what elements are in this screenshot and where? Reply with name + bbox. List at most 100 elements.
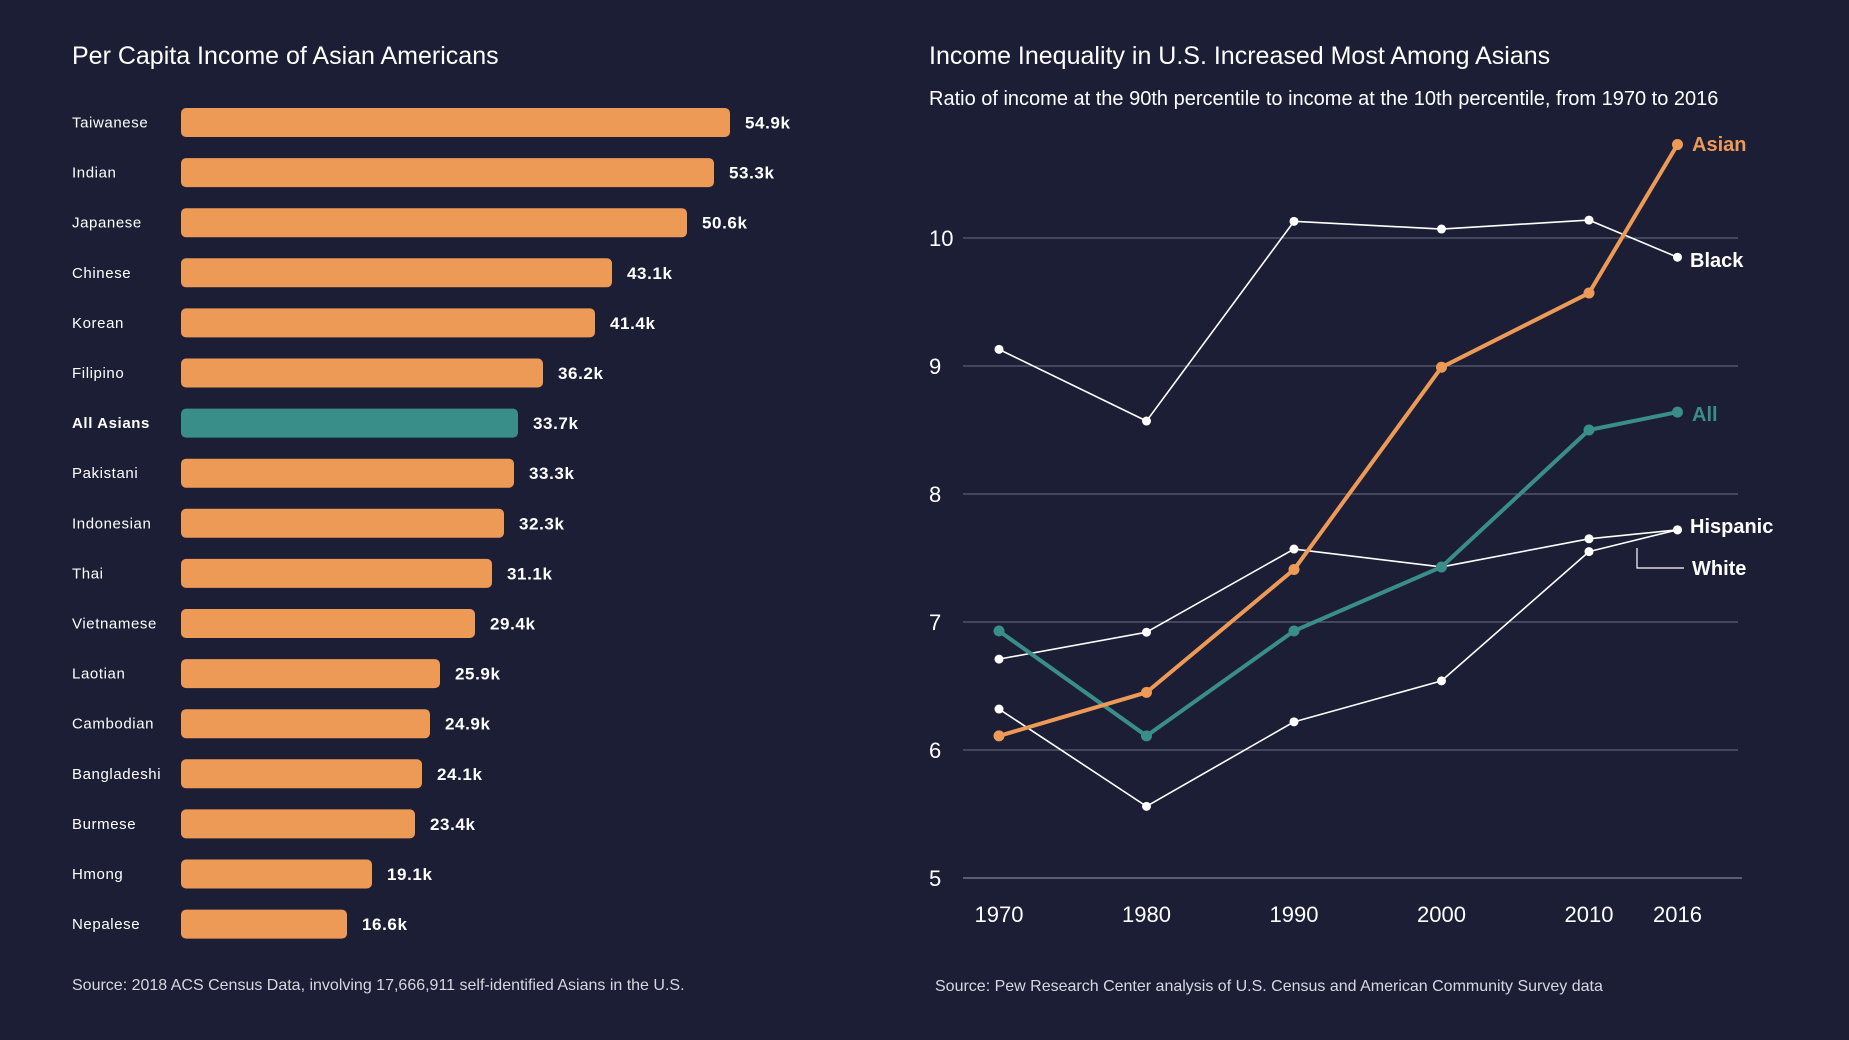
y-tick-label: 7 [929, 610, 941, 635]
bar-category-label: Bangladeshi [72, 766, 161, 783]
bar-value-label: 50.6k [702, 214, 748, 233]
bar-value-label: 36.2k [558, 364, 604, 383]
line-chart-title: Income Inequality in U.S. Increased Most… [929, 42, 1550, 70]
x-axis-ticks: 1970 1980 1990 2000 2010 2016 [975, 902, 1702, 927]
bar [181, 408, 518, 438]
bar [181, 208, 687, 238]
bar-category-label: Filipino [72, 365, 124, 382]
x-tick-label: 2010 [1565, 902, 1614, 927]
y-axis-ticks: 5 6 7 8 9 10 [929, 226, 953, 891]
data-point-hispanic [994, 654, 1004, 664]
bar-chart: Per Capita Income of Asian Americans Tai… [72, 42, 791, 994]
series-label-asian: Asian [1692, 134, 1746, 156]
data-point-black [1673, 252, 1682, 262]
bar-category-label: Chinese [72, 265, 131, 282]
series-label-hispanic: Hispanic [1690, 516, 1773, 538]
gridlines [963, 237, 1742, 879]
data-point-asian [993, 730, 1005, 742]
x-tick-label: 1980 [1122, 902, 1171, 927]
bar-category-label: Hmong [72, 866, 123, 883]
series-label-white: White [1692, 558, 1746, 580]
bar-category-label: Burmese [72, 816, 136, 833]
bar-category-label: Cambodian [72, 716, 154, 733]
bar [181, 859, 372, 889]
data-point-black [1289, 216, 1299, 226]
bar-value-label: 43.1k [627, 264, 673, 283]
bar-category-label: Pakistani [72, 465, 138, 482]
data-point-all [1436, 561, 1447, 573]
bar-value-label: 33.7k [533, 414, 579, 433]
series-line-white [998, 529, 1678, 808]
bar-value-label: 31.1k [507, 564, 553, 583]
data-point-white [1142, 801, 1151, 811]
data-point-hispanic [1584, 534, 1594, 544]
data-point-white [1289, 717, 1299, 727]
x-tick-label: 2000 [1417, 902, 1466, 927]
bar [181, 558, 492, 588]
series-label-all: All [1692, 404, 1718, 426]
bar-category-label: Nepalese [72, 916, 140, 933]
bar-category-label: Laotian [72, 666, 125, 683]
data-point-asian [1672, 139, 1683, 151]
series-line-asian [998, 143, 1680, 738]
bar-value-label: 29.4k [490, 615, 536, 634]
data-point-black [994, 344, 1004, 354]
bar-value-label: 33.3k [529, 464, 575, 483]
data-point-white [1437, 676, 1446, 686]
data-point-white [994, 704, 1004, 714]
bar [181, 308, 595, 338]
data-point-black [1142, 416, 1151, 426]
bar-value-label: 41.4k [610, 314, 656, 333]
bar-category-label: All Asians [72, 415, 150, 432]
bar [181, 258, 612, 288]
data-point-all [1672, 406, 1683, 418]
data-point-white [1673, 525, 1682, 535]
bar-value-label: 16.6k [362, 915, 408, 934]
data-point-all [1583, 424, 1595, 436]
x-tick-label: 1990 [1270, 902, 1319, 927]
bar-category-label: Indian [72, 165, 116, 182]
white-label-leader [1636, 548, 1684, 569]
bar-value-label: 54.9k [745, 114, 791, 133]
x-tick-label: 2016 [1653, 902, 1702, 927]
data-point-all [1288, 625, 1300, 637]
series-line-hispanic [998, 529, 1678, 660]
bar-value-label: 53.3k [729, 164, 775, 183]
bar-chart-source: Source: 2018 ACS Census Data, involving … [72, 977, 685, 994]
bar [181, 458, 514, 488]
data-point-hispanic [1289, 544, 1299, 554]
series-line-black [998, 219, 1678, 422]
data-point-all [993, 625, 1005, 637]
bar [181, 709, 430, 739]
bar-category-label: Indonesian [72, 515, 151, 532]
bar [181, 909, 347, 939]
series-lines [993, 139, 1683, 811]
bar [181, 108, 730, 137]
y-tick-label: 8 [929, 482, 941, 507]
bar [181, 809, 415, 839]
bar-value-label: 24.1k [437, 765, 483, 784]
x-tick-label: 1970 [975, 902, 1024, 927]
bar-value-label: 24.9k [445, 715, 491, 734]
y-tick-label: 6 [929, 738, 941, 763]
bar-category-label: Japanese [72, 215, 142, 232]
bar-category-label: Korean [72, 315, 124, 332]
data-point-asian [1288, 564, 1300, 576]
data-point-all [1141, 730, 1152, 742]
bar-category-label: Thai [72, 565, 104, 582]
line-chart-source: Source: Pew Research Center analysis of … [935, 978, 1603, 995]
bar [181, 759, 422, 789]
bar-value-label: 23.4k [430, 815, 476, 834]
bar-value-label: 25.9k [455, 665, 501, 684]
series-line-all [997, 410, 1678, 738]
bar-group: Taiwanese 54.9k Indian 53.3k Japanese 50.6k Ch… [72, 108, 791, 939]
series-labels: Black Hispanic White All Asian [1636, 134, 1773, 580]
bar-value-label: 32.3k [519, 514, 565, 533]
y-tick-label: 9 [929, 354, 941, 379]
bar-value-label: 19.1k [387, 865, 433, 884]
bar-chart-title: Per Capita Income of Asian Americans [72, 42, 499, 70]
bar-category-label: Taiwanese [72, 115, 148, 132]
data-point-asian [1141, 686, 1152, 698]
bar [181, 508, 504, 538]
data-point-white [1584, 547, 1594, 557]
